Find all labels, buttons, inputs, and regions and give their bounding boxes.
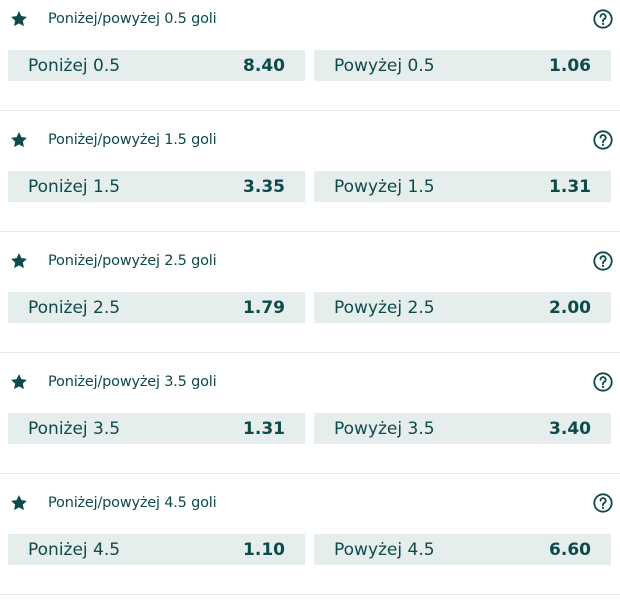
market-title: Poniżej/powyżej 2.5 goli <box>48 253 217 269</box>
odds-value: 1.31 <box>549 177 591 197</box>
divider <box>0 110 620 111</box>
selection-label: Poniżej 2.5 <box>28 298 121 318</box>
question-circle-icon[interactable] <box>592 250 614 272</box>
divider <box>0 231 620 232</box>
selection-label: Powyżej 4.5 <box>334 540 435 560</box>
odds-value: 1.31 <box>243 419 285 439</box>
market-section: Poniżej/powyżej 1.5 goli Poniżej 1.5 3.3… <box>0 121 620 242</box>
selection-label: Poniżej 4.5 <box>28 540 121 560</box>
over-odds-button[interactable]: Powyżej 0.5 1.06 <box>314 50 611 81</box>
over-odds-button[interactable]: Powyżej 1.5 1.31 <box>314 171 611 202</box>
market-header: Poniżej/powyżej 1.5 goli <box>0 129 620 153</box>
market-section: Poniżej/powyżej 0.5 goli Poniżej 0.5 8.4… <box>0 0 620 121</box>
question-circle-icon[interactable] <box>592 492 614 514</box>
under-odds-button[interactable]: Poniżej 3.5 1.31 <box>8 413 305 444</box>
market-title: Poniżej/powyżej 0.5 goli <box>48 11 217 27</box>
selection-label: Poniżej 1.5 <box>28 177 121 197</box>
market-title: Poniżej/powyżej 1.5 goli <box>48 132 217 148</box>
selection-label: Powyżej 0.5 <box>334 56 435 76</box>
over-odds-button[interactable]: Powyżej 2.5 2.00 <box>314 292 611 323</box>
selection-label: Powyżej 2.5 <box>334 298 435 318</box>
under-odds-button[interactable]: Poniżej 1.5 3.35 <box>8 171 305 202</box>
under-odds-button[interactable]: Poniżej 0.5 8.40 <box>8 50 305 81</box>
selection-label: Powyżej 3.5 <box>334 419 435 439</box>
star-icon[interactable] <box>9 9 29 29</box>
star-icon[interactable] <box>9 372 29 392</box>
odds-value: 6.60 <box>549 540 591 560</box>
odds-value: 1.06 <box>549 56 591 76</box>
selection-label: Powyżej 1.5 <box>334 177 435 197</box>
market-header: Poniżej/powyżej 4.5 goli <box>0 492 620 516</box>
selection-label: Poniżej 0.5 <box>28 56 121 76</box>
over-odds-button[interactable]: Powyżej 4.5 6.60 <box>314 534 611 565</box>
divider <box>0 594 620 595</box>
under-odds-button[interactable]: Poniżej 4.5 1.10 <box>8 534 305 565</box>
odds-value: 1.79 <box>243 298 285 318</box>
star-icon[interactable] <box>9 251 29 271</box>
market-section: Poniżej/powyżej 3.5 goli Poniżej 3.5 1.3… <box>0 363 620 484</box>
market-title: Poniżej/powyżej 3.5 goli <box>48 374 217 390</box>
market-header: Poniżej/powyżej 2.5 goli <box>0 250 620 274</box>
selection-label: Poniżej 3.5 <box>28 419 121 439</box>
market-section: Poniżej/powyżej 2.5 goli Poniżej 2.5 1.7… <box>0 242 620 363</box>
market-header: Poniżej/powyżej 3.5 goli <box>0 371 620 395</box>
odds-value: 1.10 <box>243 540 285 560</box>
odds-value: 3.35 <box>243 177 285 197</box>
market-header: Poniżej/powyżej 0.5 goli <box>0 8 620 32</box>
star-icon[interactable] <box>9 493 29 513</box>
divider <box>0 473 620 474</box>
question-circle-icon[interactable] <box>592 129 614 151</box>
divider <box>0 352 620 353</box>
market-title: Poniżej/powyżej 4.5 goli <box>48 495 217 511</box>
star-icon[interactable] <box>9 130 29 150</box>
odds-value: 3.40 <box>549 419 591 439</box>
odds-value: 2.00 <box>549 298 591 318</box>
odds-value: 8.40 <box>243 56 285 76</box>
over-odds-button[interactable]: Powyżej 3.5 3.40 <box>314 413 611 444</box>
market-section: Poniżej/powyżej 4.5 goli Poniżej 4.5 1.1… <box>0 484 620 605</box>
question-circle-icon[interactable] <box>592 8 614 30</box>
under-odds-button[interactable]: Poniżej 2.5 1.79 <box>8 292 305 323</box>
question-circle-icon[interactable] <box>592 371 614 393</box>
